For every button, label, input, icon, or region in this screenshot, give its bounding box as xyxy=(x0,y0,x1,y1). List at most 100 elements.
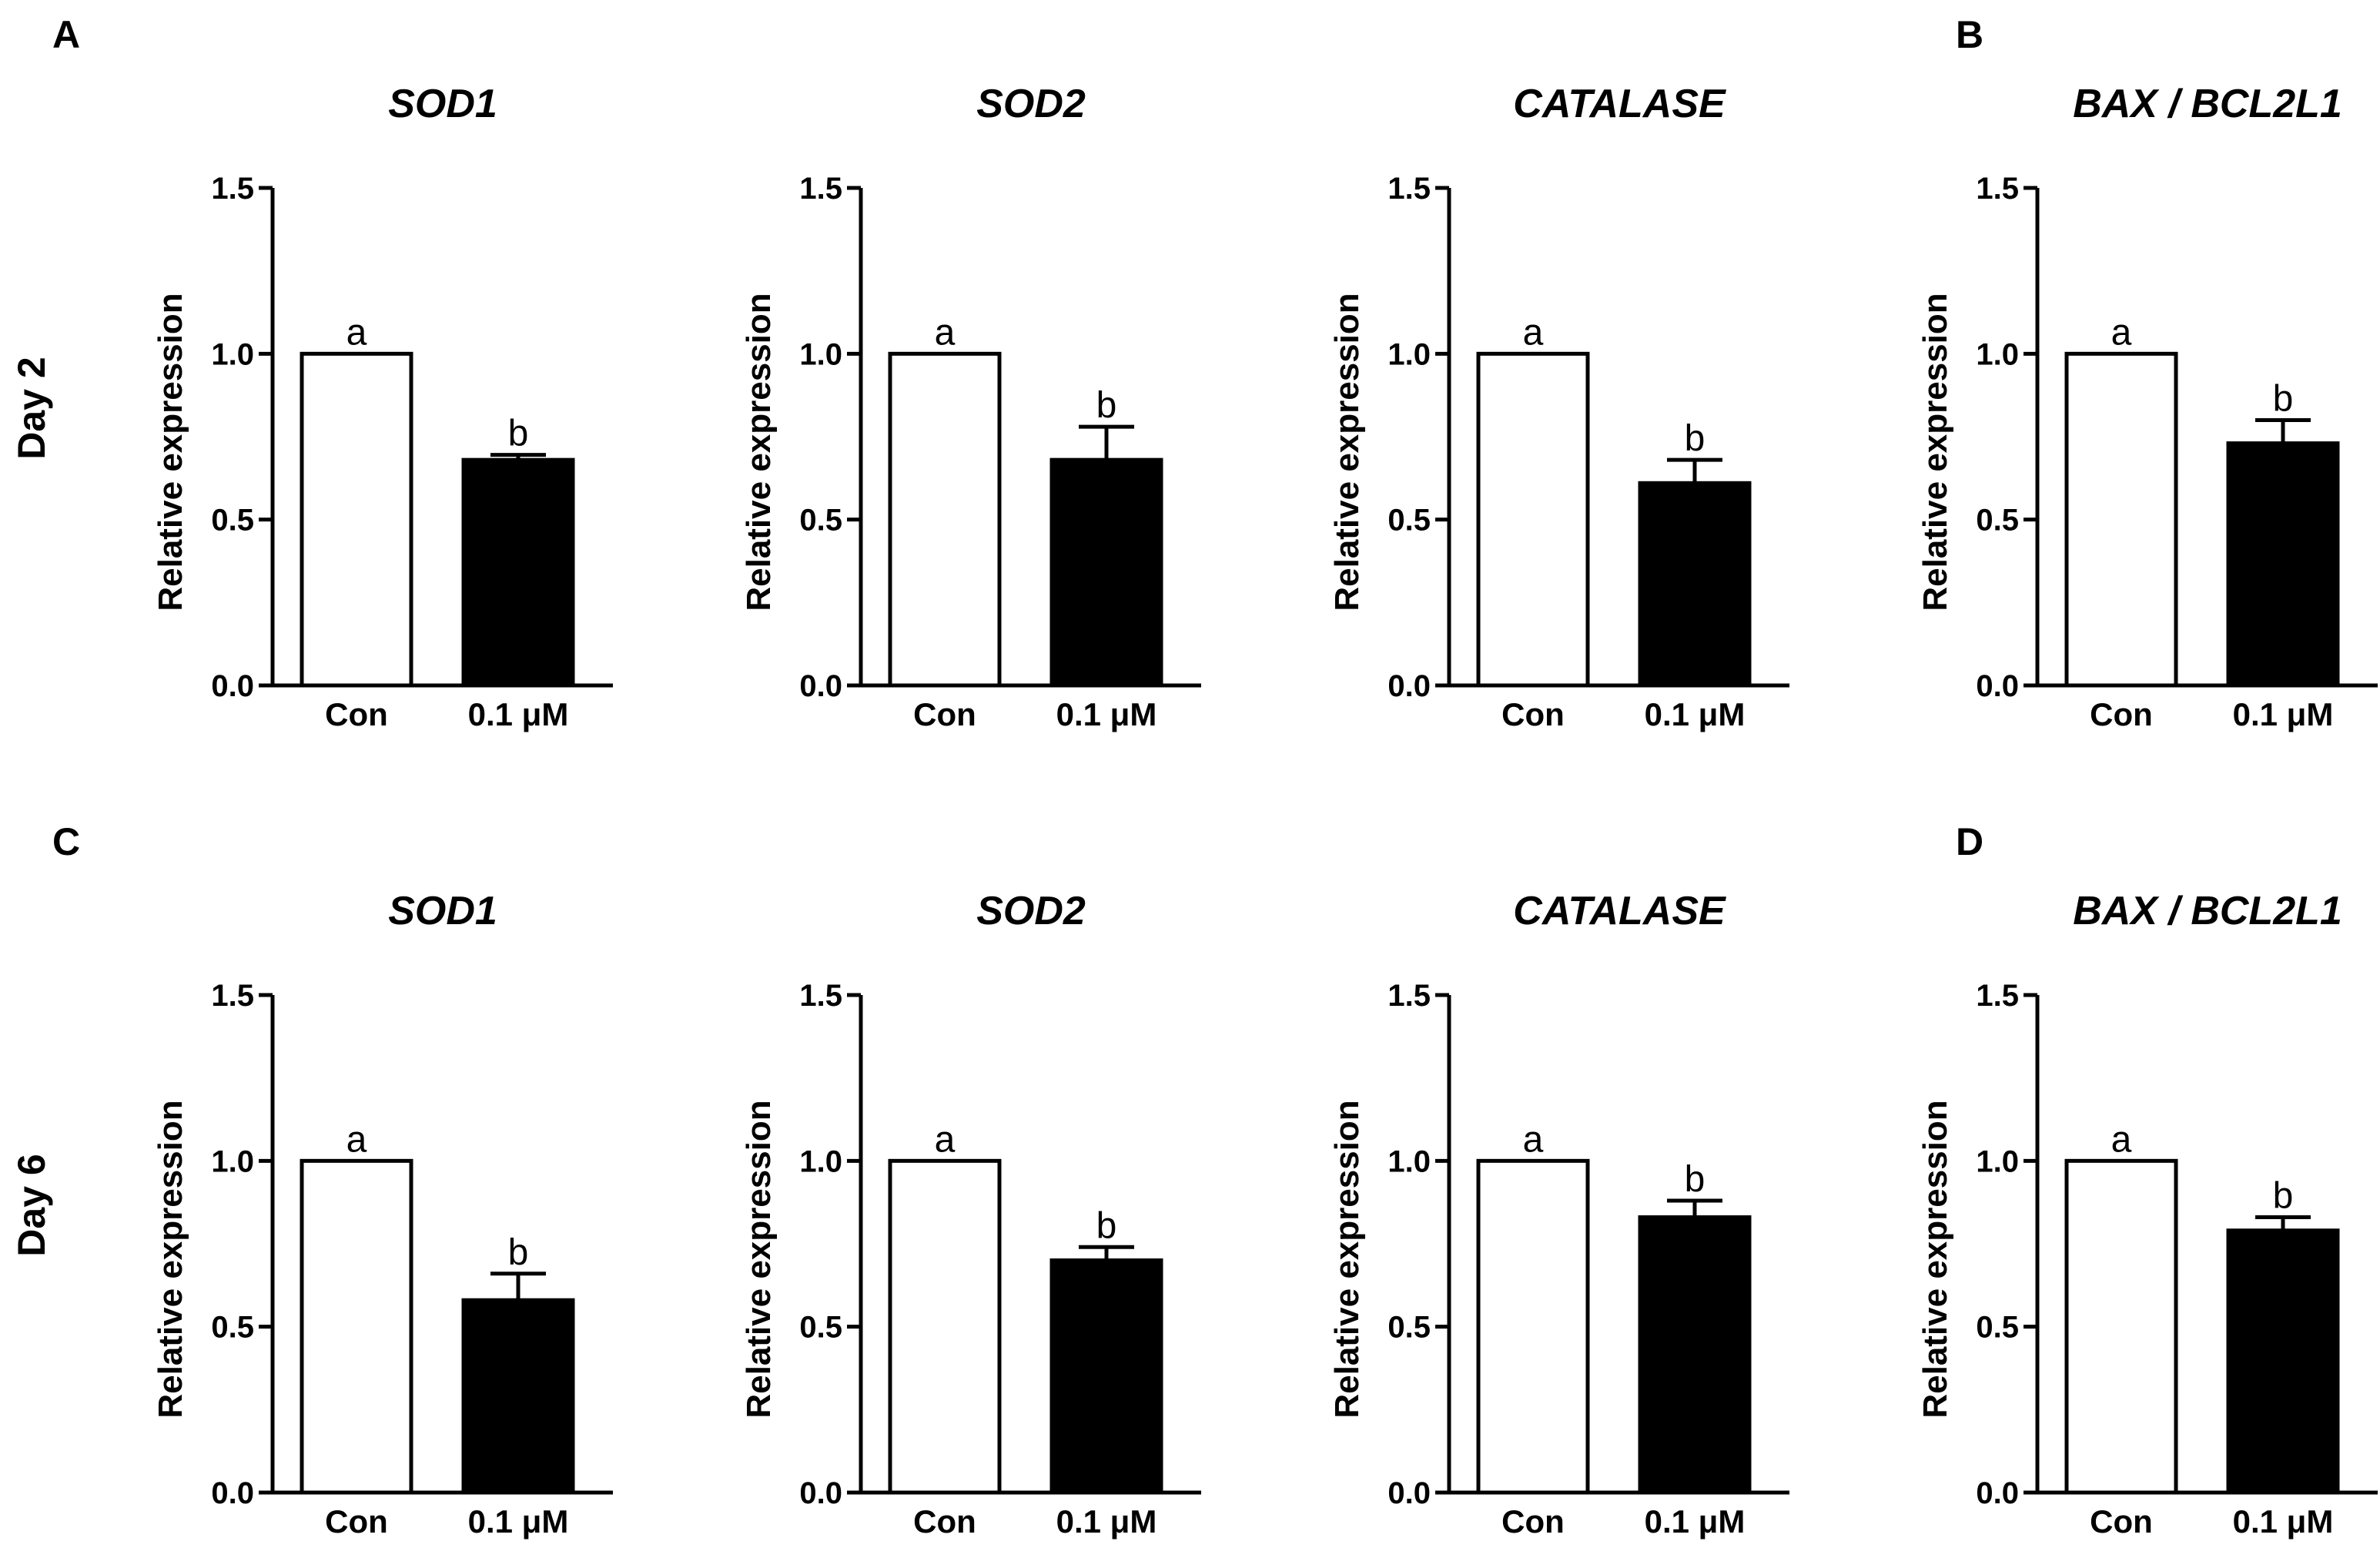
bar xyxy=(461,457,575,688)
y-tick-label: 0.0 xyxy=(1976,669,2019,703)
bar xyxy=(888,1158,1002,1495)
row-label-day-6: Day 6 xyxy=(10,1154,53,1256)
bar xyxy=(1049,1258,1163,1495)
y-tick-label: 0.0 xyxy=(799,1476,842,1510)
y-tick-label: 0.0 xyxy=(211,1476,254,1510)
y-tick-label: 0.5 xyxy=(1976,1311,2019,1345)
y-tick-label: 1.0 xyxy=(211,1144,254,1178)
bar xyxy=(2226,441,2340,688)
bar xyxy=(1476,1158,1590,1495)
y-axis-label: Relative expression xyxy=(1328,1100,1366,1418)
significance-letter: a xyxy=(1523,1119,1544,1160)
y-tick-label: 1.5 xyxy=(1976,979,2019,1013)
category-label: 0.1 μM xyxy=(2233,1503,2334,1540)
charts-grid: SOD1 Relative expression 0.0 0.5 1.0 1.5 a Con b… xyxy=(152,82,2378,1540)
chart-2-3: CATALASE Relative expression 0.0 0.5 1.0 1.5 a… xyxy=(1328,889,1789,1540)
y-tick-label: 0.5 xyxy=(1387,504,1431,538)
significance-letter: b xyxy=(1685,418,1705,459)
significance-letter: b xyxy=(2273,378,2294,419)
category-label: 0.1 μM xyxy=(1645,1503,1746,1540)
significance-letter: b xyxy=(1096,1205,1117,1246)
y-tick-label: 0.5 xyxy=(799,1311,842,1345)
category-label: Con xyxy=(1501,696,1565,732)
chart-title: SOD2 xyxy=(976,82,1086,126)
bar xyxy=(888,351,1002,688)
y-axis-label: Relative expression xyxy=(152,1100,189,1418)
y-tick-label: 1.0 xyxy=(1387,1144,1431,1178)
y-tick-label: 1.0 xyxy=(1976,1144,2019,1178)
panel-label-d: D xyxy=(1956,820,1983,863)
significance-letter: b xyxy=(1685,1159,1705,1200)
y-tick-label: 1.0 xyxy=(211,337,254,371)
category-label: 0.1 μM xyxy=(1056,1503,1157,1540)
y-tick-label: 1.5 xyxy=(211,979,254,1013)
category-label: 0.1 μM xyxy=(468,1503,569,1540)
bar xyxy=(1049,457,1163,688)
category-label: Con xyxy=(325,696,388,732)
y-tick-label: 0.5 xyxy=(211,1311,254,1345)
y-tick-label: 1.0 xyxy=(1387,337,1431,371)
category-label: Con xyxy=(913,1503,976,1540)
significance-letter: b xyxy=(508,1232,529,1273)
chart-2-2: SOD2 Relative expression 0.0 0.5 1.0 1.5 a Con b… xyxy=(740,889,1201,1540)
bar xyxy=(2064,351,2178,688)
y-tick-label: 0.0 xyxy=(1976,1476,2019,1510)
row-label-day-2: Day 2 xyxy=(10,357,53,459)
chart-title: SOD1 xyxy=(388,889,497,933)
chart-2-4: BAX / BCL2L1 Relative expression 0.0 0.5 1.0… xyxy=(1916,889,2378,1540)
category-label: Con xyxy=(913,696,976,732)
y-tick-label: 0.5 xyxy=(211,504,254,538)
chart-1-4: BAX / BCL2L1 Relative expression 0.0 0.5 1.0… xyxy=(1916,82,2378,732)
bar xyxy=(461,1298,575,1495)
y-tick-label: 1.0 xyxy=(799,337,842,371)
chart-title: SOD2 xyxy=(976,889,1086,933)
significance-letter: a xyxy=(2111,312,2132,353)
y-axis-label: Relative expression xyxy=(1916,1100,1954,1418)
panel-label-b: B xyxy=(1956,13,1983,56)
y-tick-label: 0.0 xyxy=(799,669,842,703)
y-tick-label: 0.5 xyxy=(799,504,842,538)
y-tick-label: 1.5 xyxy=(799,979,842,1013)
chart-title: BAX / BCL2L1 xyxy=(2073,889,2342,933)
category-label: 0.1 μM xyxy=(468,696,569,732)
chart-title: SOD1 xyxy=(388,82,497,126)
category-label: Con xyxy=(1501,1503,1565,1540)
y-tick-label: 0.0 xyxy=(1387,669,1431,703)
significance-letter: a xyxy=(1523,312,1544,353)
category-label: 0.1 μM xyxy=(1056,696,1157,732)
panel-label-c: C xyxy=(52,820,80,863)
chart-title: CATALASE xyxy=(1513,82,1726,126)
category-label: 0.1 μM xyxy=(1645,696,1746,732)
bar xyxy=(300,1158,413,1495)
category-label: Con xyxy=(2090,696,2153,732)
y-tick-label: 1.5 xyxy=(211,172,254,206)
bar xyxy=(1476,351,1590,688)
bar xyxy=(2226,1228,2340,1495)
bar xyxy=(300,351,413,688)
y-tick-label: 1.5 xyxy=(1387,979,1431,1013)
chart-1-2: SOD2 Relative expression 0.0 0.5 1.0 1.5 a Con b… xyxy=(740,82,1201,732)
chart-title: BAX / BCL2L1 xyxy=(2073,82,2342,126)
category-label: Con xyxy=(325,1503,388,1540)
category-label: Con xyxy=(2090,1503,2153,1540)
y-tick-label: 0.5 xyxy=(1976,504,2019,538)
y-axis-label: Relative expression xyxy=(740,293,778,611)
chart-1-3: CATALASE Relative expression 0.0 0.5 1.0 1.5 a… xyxy=(1328,82,1789,732)
significance-letter: a xyxy=(935,312,956,353)
y-axis-label: Relative expression xyxy=(152,293,189,611)
chart-title: CATALASE xyxy=(1513,889,1726,933)
y-tick-label: 0.0 xyxy=(1387,1476,1431,1510)
y-axis-label: Relative expression xyxy=(740,1100,778,1418)
y-tick-label: 1.5 xyxy=(1387,172,1431,206)
y-tick-label: 1.5 xyxy=(799,172,842,206)
chart-1-1: SOD1 Relative expression 0.0 0.5 1.0 1.5 a Con b… xyxy=(152,82,613,732)
panel-label-a: A xyxy=(52,13,80,56)
chart-2-1: SOD1 Relative expression 0.0 0.5 1.0 1.5 a Con b… xyxy=(152,889,613,1540)
y-axis-label: Relative expression xyxy=(1328,293,1366,611)
category-label: 0.1 μM xyxy=(2233,696,2334,732)
significance-letter: a xyxy=(346,312,367,353)
significance-letter: a xyxy=(346,1119,367,1160)
y-tick-label: 0.0 xyxy=(211,669,254,703)
bar xyxy=(2064,1158,2178,1495)
